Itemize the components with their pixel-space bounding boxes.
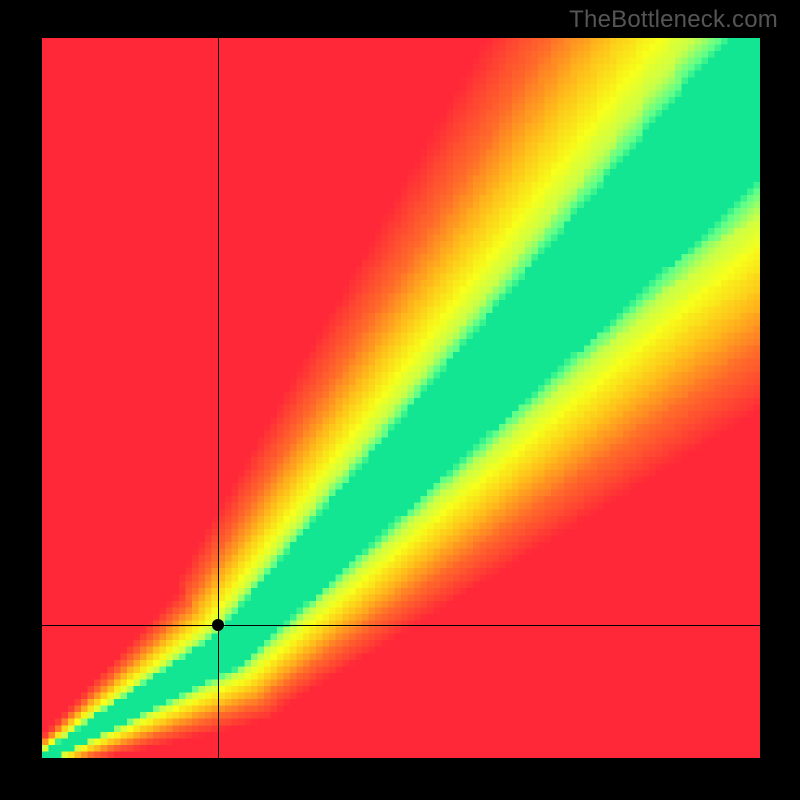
crosshair-horizontal [42,625,760,626]
bottleneck-heatmap [42,38,760,758]
data-point-marker [212,619,224,631]
watermark-text: TheBottleneck.com [569,6,778,34]
chart-container: TheBottleneck.com [0,0,800,800]
crosshair-vertical [218,38,219,758]
